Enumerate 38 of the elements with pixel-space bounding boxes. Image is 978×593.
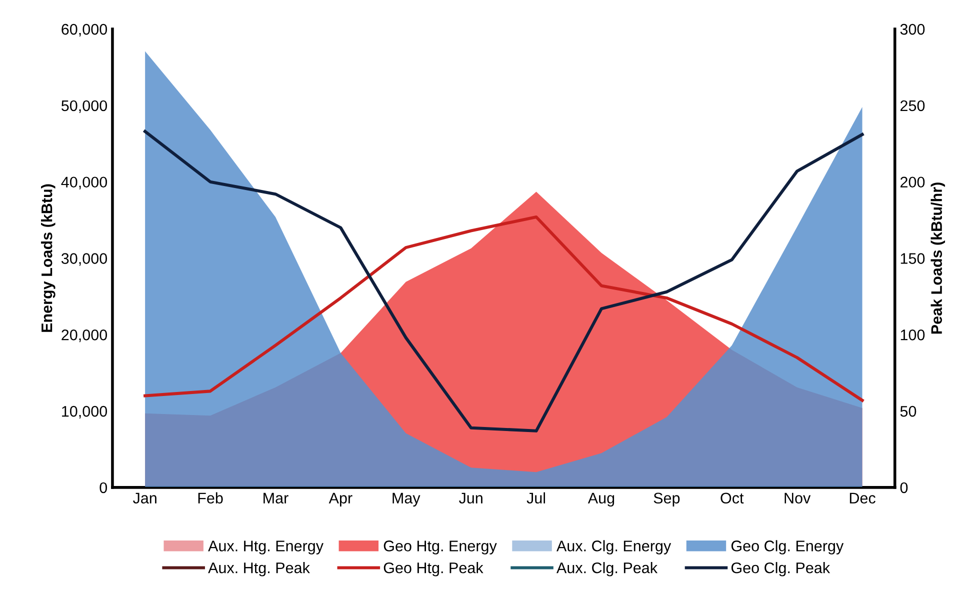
y-tick-label: 10,000: [62, 406, 108, 419]
legend-label: Aux. Htg. Peak: [208, 562, 310, 576]
x-tick-label: Nov: [784, 492, 811, 504]
legend-label: Geo Htg. Energy: [384, 540, 497, 554]
x-tick-label: Dec: [850, 492, 876, 504]
x-tick-label: Jan: [132, 492, 156, 504]
x-tick-label: Sep: [654, 492, 680, 507]
x-tick-label: Jun: [458, 492, 482, 504]
legend-label: Geo Clg. Peak: [731, 562, 830, 576]
legend-label: Geo Clg. Energy: [731, 540, 844, 554]
line-series: [144, 215, 864, 402]
legend-label: Aux. Htg. Energy: [208, 540, 324, 554]
y-tick-label: 50,000: [61, 100, 108, 113]
y-tick-label: 0: [100, 482, 108, 494]
y-tick-label: 40,000: [61, 176, 108, 190]
line-series: [144, 130, 864, 432]
y2-tick-label: 100: [900, 330, 925, 340]
y2-tick-label: 300: [900, 24, 925, 35]
legend-label: Geo Htg. Peak: [384, 562, 484, 576]
y-tick-label: 60,000: [62, 24, 108, 37]
y-tick-label: 30,000: [61, 253, 108, 266]
x-tick-label: Feb: [198, 492, 223, 504]
legend-label: Aux. Clg. Peak: [556, 562, 658, 576]
y2-axis-title: Peak Loads (kBtu/hr): [930, 182, 946, 334]
y2-tick-label: 50: [900, 406, 916, 417]
x-tick-label: Apr: [328, 492, 352, 507]
y-tick-label: 20,000: [62, 330, 108, 342]
y2-tick-label: 200: [900, 176, 925, 188]
x-tick-label: Oct: [720, 492, 744, 504]
y-axis-title: Energy Loads (kBtu): [41, 184, 56, 332]
x-tick-label: Mar: [264, 492, 288, 504]
x-tick-label: Aug: [588, 492, 614, 507]
legend-label: Aux. Clg. Energy: [556, 540, 672, 554]
x-tick-label: Jul: [526, 492, 546, 504]
y2-tick-label: 250: [900, 100, 925, 112]
x-tick-label: May: [392, 492, 420, 507]
y2-tick-label: 0: [900, 482, 908, 494]
y2-tick-label: 150: [900, 253, 925, 264]
